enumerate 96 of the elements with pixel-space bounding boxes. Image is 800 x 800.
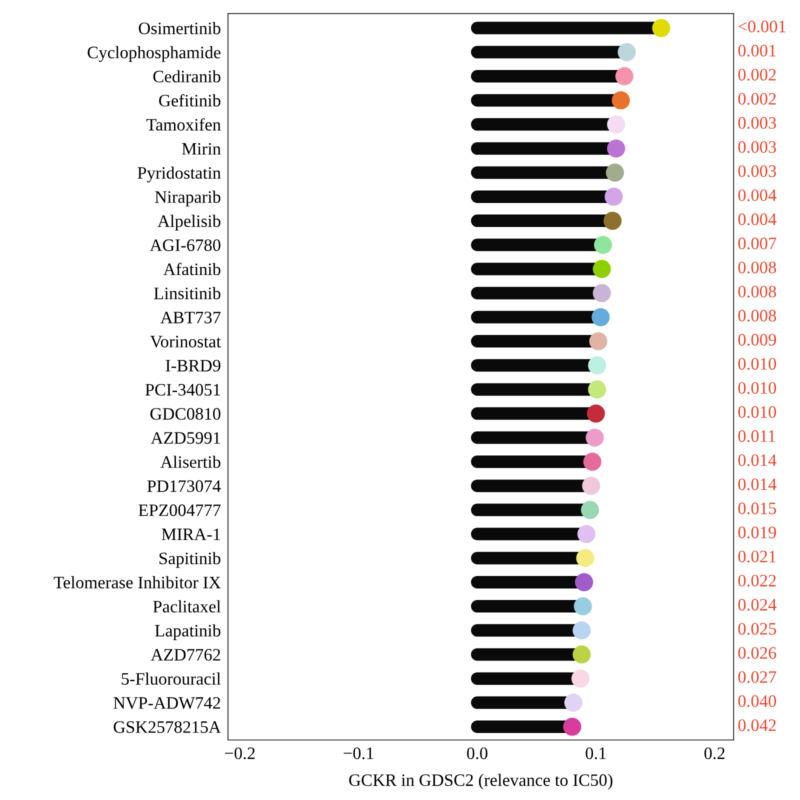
text: 0.004 <box>738 213 776 226</box>
y-tick-label: GDC0810 <box>150 408 220 420</box>
y-tick-label: Pyridostatin <box>138 166 221 182</box>
text: 0.014 <box>738 478 776 490</box>
y-tick-label: PD173074 <box>147 480 221 492</box>
text: 0.024 <box>738 598 776 611</box>
text: 0.019 <box>738 526 776 538</box>
y-tick-label: Afatinib <box>163 262 220 276</box>
y-tick-label: Telomerase Inhibitor IX <box>54 576 221 588</box>
text: 0.027 <box>738 671 776 683</box>
y-tick-label: EPZ004777 <box>138 504 221 516</box>
point <box>572 621 591 640</box>
y-tick-label: Tamoxifen <box>146 118 221 131</box>
y-tick-label: ABT737 <box>160 312 221 324</box>
x-tick-label: −0.2 <box>224 747 255 760</box>
y-tick-label: NVP-ADW742 <box>114 697 220 709</box>
point <box>604 188 623 206</box>
x-axis-title: GCKR in GDSC2 (relevance to IC50) <box>349 774 612 790</box>
point <box>615 67 634 86</box>
text: 0.003 <box>738 141 776 153</box>
y-tick-label: GSK2578215A <box>114 721 221 733</box>
text: 0.042 <box>738 719 776 732</box>
text: 0.001 <box>738 44 776 57</box>
y-tick-label: 5-Fluorouracil <box>122 672 221 685</box>
point <box>606 164 624 182</box>
y-tick-label: Lapatinib <box>155 624 220 640</box>
y-tick-label: Mirin <box>182 143 221 155</box>
text: 0.009 <box>738 334 776 346</box>
point <box>588 356 606 374</box>
text: 0.025 <box>738 623 776 635</box>
y-tick-label: PCI-34051 <box>145 384 220 396</box>
text: 0.026 <box>738 647 776 659</box>
point <box>575 573 594 592</box>
point <box>594 236 612 254</box>
text: 0.003 <box>738 165 776 178</box>
y-tick-label: Alisertib <box>160 456 220 468</box>
point <box>592 284 611 302</box>
y-tick-label: Paclitaxel <box>153 600 221 612</box>
y-tick-label: Cediranib <box>153 70 220 82</box>
point <box>576 549 594 568</box>
text: 0.014 <box>738 454 776 466</box>
y-tick-label: Gefitinib <box>159 94 220 107</box>
point <box>572 645 591 664</box>
y-tick-label: Linsitinib <box>154 287 220 300</box>
x-tick-label: −0.1 <box>344 747 374 760</box>
point <box>612 91 630 110</box>
point <box>588 380 606 399</box>
text: 0.004 <box>738 189 776 202</box>
text: 0.002 <box>738 68 776 81</box>
point <box>607 139 626 158</box>
text: 0.008 <box>738 310 776 322</box>
text: 0.010 <box>738 358 776 370</box>
text: 0.008 <box>738 262 776 274</box>
text: 0.007 <box>738 238 776 250</box>
text: 0.008 <box>738 286 776 298</box>
y-tick-label: AGI-6780 <box>150 239 220 252</box>
text: 0.011 <box>738 430 776 442</box>
point <box>618 43 636 62</box>
y-tick-label: I-BRD9 <box>166 360 220 372</box>
point <box>563 718 582 736</box>
point <box>589 332 608 350</box>
text: 0.010 <box>738 382 776 394</box>
y-tick-label: Osimertinib <box>138 22 220 34</box>
text: 0.015 <box>738 502 776 514</box>
point <box>586 404 605 423</box>
x-tick-label: 0.0 <box>467 747 488 760</box>
y-tick-label: Niraparib <box>155 190 220 206</box>
y-tick-label: AZD7762 <box>150 648 220 661</box>
y-tick-label: MIRA-1 <box>162 528 220 540</box>
text: 0.003 <box>738 117 776 129</box>
point <box>577 524 596 544</box>
point <box>582 476 600 495</box>
point <box>571 670 590 688</box>
point <box>652 19 670 38</box>
text: 0.021 <box>738 550 776 563</box>
y-tick-label: Sapitinib <box>160 552 220 568</box>
y-tick-label: AZD5991 <box>150 432 220 444</box>
point <box>574 597 592 616</box>
point <box>592 260 611 278</box>
point <box>603 212 622 230</box>
x-tick-label: 0.1 <box>586 747 606 760</box>
point <box>607 115 626 134</box>
point <box>583 452 602 471</box>
point <box>580 500 600 519</box>
y-tick-label: Cyclophosphamide <box>88 46 220 62</box>
point <box>592 308 610 326</box>
text: 0.010 <box>738 406 776 418</box>
point <box>586 428 604 447</box>
y-tick-label: Vorinostat <box>150 336 221 348</box>
x-tick-label: 0.2 <box>704 747 725 760</box>
text: 0.040 <box>738 695 776 708</box>
text: <0.001 <box>738 20 786 32</box>
text: 0.022 <box>738 574 776 587</box>
point <box>564 694 582 712</box>
y-tick-label: Alpelisib <box>158 214 220 231</box>
text: 0.002 <box>738 92 776 105</box>
